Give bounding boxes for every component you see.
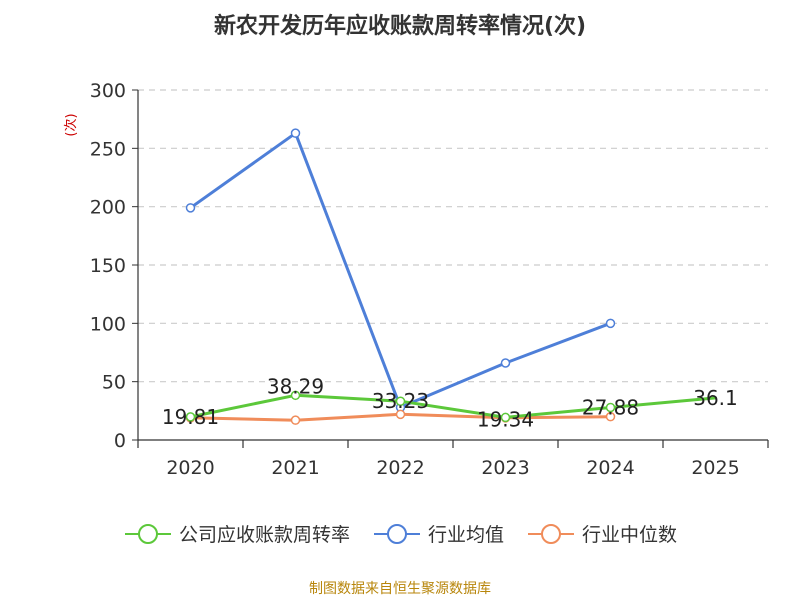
chart-title: 新农开发历年应收账款周转率情况(次) (213, 14, 587, 39)
legend-label: 公司应收账款周转率 (178, 524, 350, 546)
series-point-0 (395, 396, 406, 406)
legend-item: 行业中位数 (526, 520, 677, 547)
legend-swatch (373, 523, 420, 544)
data-labels: 19.81 38.29 33.23 19.34 27.88 36.1 (162, 374, 738, 431)
legend-swatch (124, 523, 171, 544)
legend-item: 公司应收账款周转率 (123, 520, 350, 547)
series-point-1 (605, 318, 616, 329)
series-point-1 (185, 203, 196, 213)
series-point-0 (290, 390, 301, 401)
y-axis-label: (次) (63, 113, 79, 136)
x-tick-label: 2020 (166, 457, 214, 479)
y-tick-label: 150 (90, 255, 126, 277)
x-tick-label: 2022 (376, 457, 424, 479)
legend-swatch (528, 523, 574, 544)
series-point-1 (290, 128, 301, 138)
data-label: 36.1 (693, 386, 738, 410)
data-label: 38.29 (267, 374, 324, 398)
data-label: 19.34 (477, 407, 534, 431)
series-point-2 (605, 411, 616, 422)
series-line-0 (189, 393, 717, 419)
y-tick-label: 50 (102, 372, 126, 394)
series-lines (185, 128, 717, 425)
x-tick-label: 2023 (481, 457, 529, 479)
series-point-0 (185, 412, 196, 422)
data-label: 19.81 (162, 405, 219, 429)
data-label: 33.23 (372, 389, 429, 413)
series-point-1 (500, 358, 511, 368)
y-tick-label: 0 (114, 430, 126, 452)
source-note: 制图数据来自恒生聚源数据库 (309, 581, 491, 597)
legend-label: 行业均值 (427, 524, 504, 546)
series-point-0 (500, 412, 511, 423)
data-label: 27.88 (582, 395, 639, 419)
legend-item: 行业均值 (372, 520, 504, 547)
x-tick-label: 2021 (271, 457, 319, 479)
x-tick-label: 2024 (586, 457, 634, 479)
series-point-2 (395, 409, 406, 420)
series-line-1 (189, 131, 612, 409)
legend-label: 行业中位数 (582, 524, 678, 546)
series-point-0 (605, 402, 616, 413)
series-point-2 (290, 415, 301, 425)
y-tick-label: 100 (90, 313, 126, 335)
y-tick-label: 200 (90, 197, 126, 219)
y-tick-label: 250 (90, 138, 126, 160)
grid-lines (138, 89, 768, 383)
x-tick-label: 2025 (691, 457, 739, 479)
y-tick-label: 300 (90, 80, 126, 102)
legend: 公司应收账款周转率 行业均值 行业中位数 (0, 520, 800, 547)
axes: 0 50 100 150 200 250 300 2020 2021 2022 2023 2024 20… (90, 80, 769, 479)
